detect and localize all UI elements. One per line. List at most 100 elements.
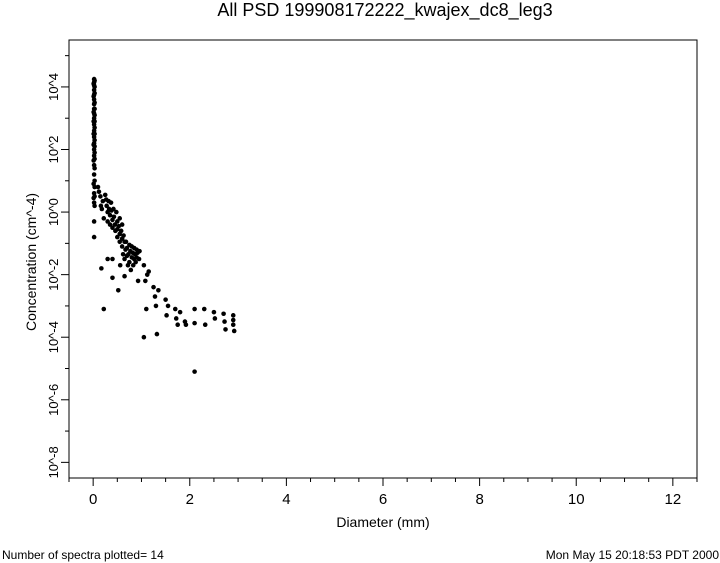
data-point <box>110 256 115 262</box>
data-point <box>107 212 113 218</box>
data-point <box>153 303 159 309</box>
data-point <box>105 256 110 262</box>
data-point <box>156 287 161 293</box>
data-point <box>175 322 180 328</box>
data-point <box>115 234 120 240</box>
data-point <box>91 109 96 115</box>
data-point <box>91 119 96 124</box>
data-point <box>114 209 119 215</box>
data-point <box>143 278 148 284</box>
spectra-count-text: Number of spectra plotted= 14 <box>2 548 164 562</box>
data-point <box>154 331 160 337</box>
data-point <box>192 369 197 374</box>
data-point <box>96 189 102 195</box>
data-point <box>133 259 138 265</box>
y-axis-label: Concentration (cm^-4) <box>23 193 39 331</box>
data-point <box>117 216 123 221</box>
data-point <box>211 309 217 315</box>
data-point <box>136 256 142 262</box>
data-point <box>137 248 142 254</box>
data-point <box>151 284 156 290</box>
data-point <box>115 287 121 293</box>
data-point <box>212 316 218 321</box>
data-point <box>130 262 136 268</box>
data-point <box>201 306 207 312</box>
data-point <box>127 259 132 265</box>
data-point <box>91 142 96 148</box>
data-point <box>91 158 96 163</box>
data-point <box>115 219 120 224</box>
data-point <box>128 267 134 273</box>
x-axis: 0 2 4 6 8 10 12 <box>68 478 698 508</box>
data-point <box>164 313 169 318</box>
data-point <box>102 192 108 198</box>
data-point <box>123 239 129 245</box>
x-tick-label: 8 <box>475 491 483 508</box>
data-point <box>152 294 158 299</box>
data-point <box>141 262 147 268</box>
data-point <box>117 262 123 268</box>
data-point <box>122 273 127 279</box>
timestamp-text: Mon May 15 20:18:53 PDT 2000 <box>545 548 719 562</box>
data-point <box>146 269 152 274</box>
data-point <box>101 216 107 221</box>
y-tick-label: 10^2 <box>46 136 61 164</box>
data-point <box>230 322 236 328</box>
data-point <box>91 219 97 224</box>
data-point <box>230 313 236 318</box>
data-point <box>172 306 178 312</box>
data-point <box>165 303 171 309</box>
data-point <box>163 297 168 302</box>
data-point <box>108 200 114 205</box>
y-tick-label: 10^0 <box>46 198 61 226</box>
data-point <box>121 233 126 238</box>
data-point <box>111 214 117 220</box>
data-point <box>112 222 118 227</box>
data-point <box>192 320 197 326</box>
data-point <box>120 252 126 257</box>
y-tick-label: 10^-8 <box>46 446 61 478</box>
data-point <box>221 311 226 317</box>
x-tick-label: 0 <box>89 491 97 508</box>
data-point <box>92 137 97 143</box>
data-point <box>91 94 96 99</box>
data-points <box>91 76 237 374</box>
y-tick-label: 10^-6 <box>46 384 61 416</box>
data-point <box>95 184 101 190</box>
y-tick-label: 10^4 <box>46 73 61 101</box>
x-tick-label: 2 <box>186 491 194 508</box>
x-tick-label: 10 <box>568 491 585 508</box>
plot-frame <box>68 39 698 479</box>
x-tick-label: 12 <box>665 491 682 508</box>
data-point <box>92 203 97 209</box>
data-point <box>92 125 97 130</box>
data-point <box>141 334 147 340</box>
data-point <box>177 309 183 315</box>
data-point <box>92 165 97 171</box>
data-point <box>91 234 97 240</box>
data-point <box>91 131 96 137</box>
data-point <box>99 266 104 271</box>
data-point <box>91 81 96 87</box>
data-point <box>222 319 227 324</box>
data-point <box>122 256 127 262</box>
x-axis-label: Diameter (mm) <box>336 514 429 530</box>
data-point <box>119 244 125 249</box>
data-point <box>143 306 149 312</box>
data-point <box>230 317 236 323</box>
data-point <box>91 181 96 187</box>
data-point <box>98 194 103 199</box>
y-tick-label: 10^-2 <box>46 259 61 291</box>
data-point <box>119 222 125 227</box>
data-point <box>91 195 96 201</box>
x-tick-label: 6 <box>379 491 387 508</box>
data-point <box>173 316 179 321</box>
data-point <box>231 328 237 334</box>
data-point <box>99 206 105 212</box>
y-axis: 10^4 10^2 10^0 10^-2 10^-4 10^-6 10^-8 <box>46 55 69 478</box>
data-point <box>202 322 208 328</box>
x-tick-label: 4 <box>282 491 290 508</box>
data-point <box>118 228 124 234</box>
data-point <box>117 239 123 245</box>
